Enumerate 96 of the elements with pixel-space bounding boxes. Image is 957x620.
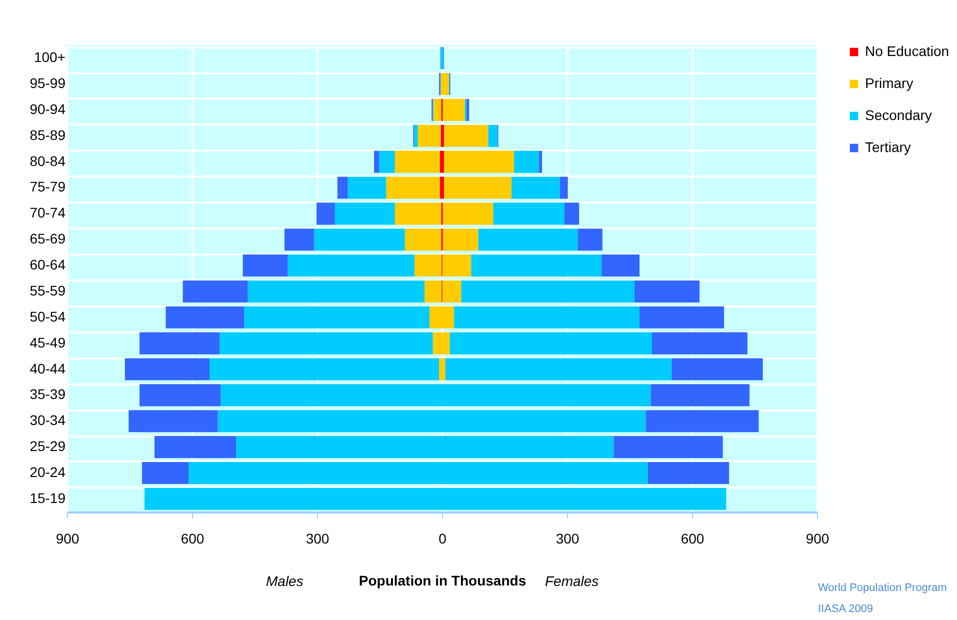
bar	[652, 332, 748, 354]
legend-label: No Education	[865, 43, 950, 59]
bar	[334, 202, 395, 225]
text: World Population Program	[818, 582, 947, 594]
bar	[578, 228, 602, 251]
bar	[646, 410, 759, 432]
bar	[166, 306, 244, 328]
bar	[210, 358, 440, 380]
bar	[461, 280, 634, 302]
bar	[514, 150, 540, 173]
legend-label: Primary	[865, 75, 914, 91]
bar	[650, 384, 750, 406]
x-tick-label: 300	[556, 530, 580, 546]
x-axis-title: Population in Thousands	[358, 572, 526, 588]
bar	[316, 202, 335, 225]
y-tick-label: 60-64	[30, 256, 66, 273]
bar	[182, 280, 248, 302]
bar	[284, 228, 314, 251]
y-tick-label: 40-44	[30, 360, 66, 376]
bar	[648, 462, 730, 484]
bar	[128, 410, 218, 432]
bar	[124, 358, 210, 380]
bar	[442, 228, 478, 251]
bar	[140, 384, 221, 406]
y-tick-label: 45-49	[30, 334, 66, 350]
bar	[614, 436, 723, 458]
bar	[445, 358, 672, 380]
bar	[442, 202, 494, 225]
x-tick-label: 300	[306, 530, 330, 546]
y-tick-label: 80-84	[30, 152, 66, 169]
text: Females	[545, 573, 599, 589]
bar	[442, 358, 446, 380]
bar	[439, 358, 442, 380]
bar	[442, 73, 450, 96]
bar	[154, 436, 236, 458]
legend-label: Tertiary	[865, 139, 911, 155]
y-tick-label: 85-89	[30, 126, 66, 143]
bar	[478, 228, 578, 251]
bar	[450, 332, 652, 354]
bar	[512, 176, 560, 199]
bar	[394, 202, 442, 225]
y-tick-label: 70-74	[30, 204, 66, 221]
text: Males	[266, 573, 304, 589]
bar	[672, 358, 763, 380]
y-tick-label: 50-54	[30, 308, 66, 324]
bar	[493, 202, 564, 225]
y-tick-label: 55-59	[30, 282, 66, 298]
bar	[248, 280, 424, 302]
y-tick-label: 90-94	[30, 100, 66, 117]
bar	[394, 150, 440, 173]
y-tick-label: 30-34	[30, 412, 66, 428]
y-tick-label: 15-19	[30, 490, 66, 506]
bar	[418, 124, 441, 147]
bar	[444, 150, 514, 173]
x-tick-label: 600	[180, 530, 204, 546]
y-tick-label: 35-39	[30, 386, 66, 402]
x-tick-label: 600	[680, 530, 704, 546]
y-tick-label: 65-69	[30, 230, 66, 247]
bar	[454, 306, 640, 328]
bar	[442, 98, 465, 121]
bar	[242, 254, 288, 277]
y-tick-label: 100+	[34, 49, 66, 66]
bar	[379, 150, 395, 173]
bar	[602, 254, 640, 277]
bar	[444, 124, 488, 147]
bar	[244, 306, 430, 328]
y-tick-label: 20-24	[30, 464, 66, 480]
bar	[220, 332, 433, 354]
bar	[471, 254, 602, 277]
bar	[337, 176, 348, 199]
bar	[466, 98, 470, 121]
bar	[640, 306, 724, 328]
bar	[560, 176, 568, 199]
bar	[433, 98, 442, 121]
bar	[348, 176, 386, 199]
bar	[140, 332, 220, 354]
y-tick-label: 75-79	[30, 178, 66, 195]
legend-label: Secondary	[865, 107, 932, 123]
bar	[539, 150, 542, 173]
bar	[314, 228, 405, 251]
bar	[142, 462, 189, 484]
text: IIASA 2009	[818, 603, 874, 615]
bar	[488, 124, 498, 147]
bar	[444, 176, 512, 199]
bar	[288, 254, 414, 277]
y-tick-label: 25-29	[30, 438, 66, 454]
bar	[634, 280, 700, 302]
bar	[386, 176, 440, 199]
bar	[414, 124, 418, 147]
bar	[374, 150, 380, 173]
x-tick-label: 0	[438, 530, 447, 546]
bar	[404, 228, 442, 251]
x-tick-label: 900	[806, 530, 830, 546]
y-tick-label: 95-99	[30, 75, 66, 92]
x-tick-label: 900	[56, 530, 80, 546]
bar	[564, 202, 580, 225]
